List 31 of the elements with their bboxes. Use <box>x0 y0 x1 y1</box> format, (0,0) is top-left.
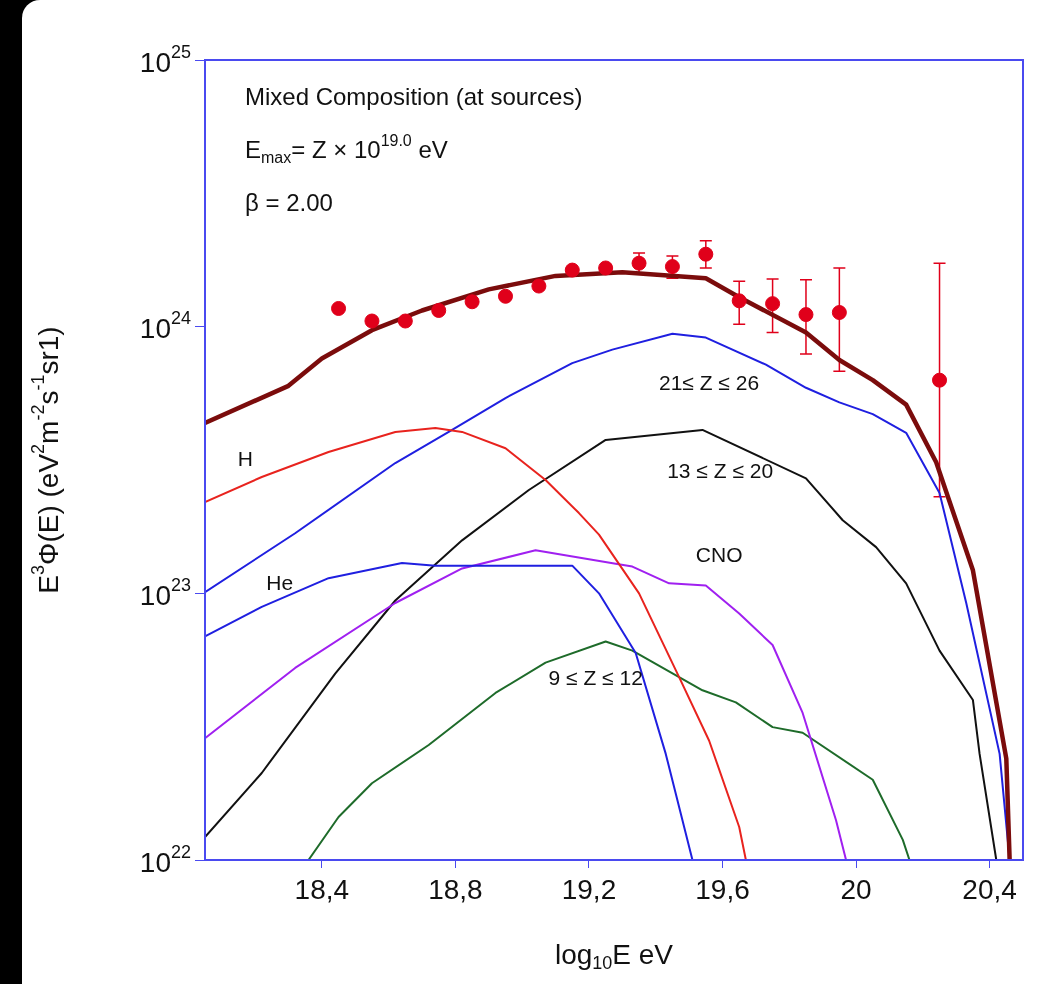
point <box>831 305 847 321</box>
x-tick-label: 18,8 <box>428 873 483 905</box>
point <box>798 307 814 323</box>
point <box>431 302 447 318</box>
x-tick-label: 19,2 <box>561 873 617 905</box>
point <box>397 313 413 329</box>
annotation: β = 2.00 <box>245 188 333 216</box>
series-label: 13 ≤ Z ≤ 20 <box>667 458 774 482</box>
series-label: He <box>266 570 294 594</box>
point <box>331 300 347 316</box>
series-label: 21≤ Z ≤ 26 <box>658 370 760 394</box>
point <box>364 313 380 329</box>
point <box>531 278 547 294</box>
point <box>932 372 948 388</box>
series-label: H <box>237 446 253 470</box>
x-tick-label: 18,4 <box>294 873 350 905</box>
point <box>664 259 680 275</box>
series-label: 9 ≤ Z ≤ 12 <box>548 666 643 689</box>
x-tick-label: 20,4 <box>962 873 1017 905</box>
x-tick-label: 19,6 <box>695 873 750 905</box>
point <box>765 296 781 312</box>
point <box>564 262 580 278</box>
text: E3Φ(E) (eV2m-2s-1sr1) <box>27 326 64 594</box>
annotation: Mixed Composition (at sources) <box>245 82 583 110</box>
point <box>698 246 714 262</box>
series-label: CNO <box>695 542 743 566</box>
x-tick-label: 20 <box>840 873 872 905</box>
point <box>598 260 614 276</box>
point <box>497 288 513 304</box>
point <box>464 294 480 310</box>
point <box>731 293 747 309</box>
